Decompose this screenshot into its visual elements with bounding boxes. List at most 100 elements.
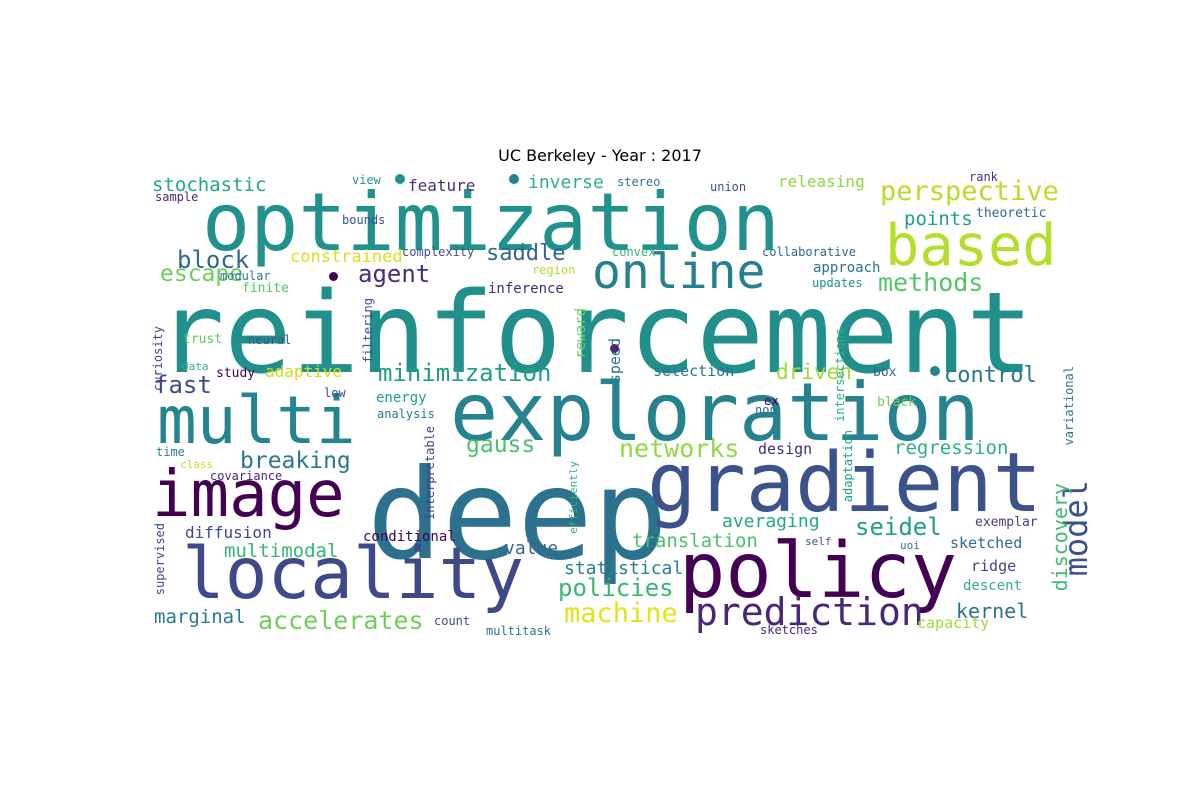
word-driven: driven bbox=[776, 360, 852, 384]
word-multi: multi bbox=[157, 382, 356, 459]
word-approach: approach bbox=[813, 260, 881, 276]
word-sample: sample bbox=[155, 190, 199, 204]
word-statistical: statistical bbox=[564, 558, 684, 579]
word-locality: locality bbox=[182, 532, 524, 615]
word-selection: selection bbox=[653, 362, 735, 380]
dot-mark bbox=[509, 174, 519, 184]
word-machine: machine bbox=[564, 598, 678, 629]
word-energy: energy bbox=[376, 390, 427, 406]
word-reward: reward bbox=[573, 308, 589, 359]
word-perspective: perspective bbox=[880, 176, 1059, 207]
word-breaking: breaking bbox=[240, 448, 351, 474]
word-trust: trust bbox=[183, 332, 223, 347]
word-adaptive: adaptive bbox=[265, 362, 343, 381]
word-constrained: constrained bbox=[290, 247, 403, 267]
word-points: points bbox=[904, 208, 973, 230]
word-prediction: prediction bbox=[695, 590, 924, 634]
word-minimization: minimization bbox=[378, 359, 552, 387]
word-inverse: inverse bbox=[528, 172, 604, 193]
word-descent: descent bbox=[963, 578, 1023, 594]
word-stereo: stereo bbox=[617, 175, 661, 189]
word-box: box bbox=[873, 365, 897, 380]
word-based: based bbox=[885, 213, 1057, 279]
word-bounds: bounds bbox=[342, 213, 386, 227]
word-covariance: covariance bbox=[210, 469, 283, 483]
dot-mark bbox=[930, 366, 940, 376]
word-complexity: complexity bbox=[402, 245, 475, 259]
word-class: class bbox=[180, 458, 214, 471]
word-region: region bbox=[532, 263, 576, 277]
word-data: data bbox=[182, 360, 209, 373]
word-networks: networks bbox=[619, 434, 740, 463]
word-ex: ex bbox=[764, 394, 779, 408]
word-image: image bbox=[152, 458, 345, 532]
word-online: online bbox=[592, 244, 766, 300]
word-black: black bbox=[877, 395, 917, 410]
word-conditional: conditional bbox=[363, 529, 456, 545]
word-seidel: seidel bbox=[855, 513, 942, 541]
word-modular: modular bbox=[220, 269, 271, 283]
word-reinforcement: reinforcement bbox=[157, 269, 1034, 399]
word-marginal: marginal bbox=[154, 606, 246, 628]
word-diffusion: diffusion bbox=[185, 523, 272, 542]
word-multitask: multitask bbox=[486, 624, 552, 638]
word-non: non bbox=[755, 403, 777, 417]
word-supervised: supervised bbox=[153, 523, 167, 596]
word-filtering: filtering bbox=[361, 298, 375, 364]
word-escape: escape bbox=[160, 261, 244, 287]
word-adaptation: adaptation bbox=[841, 430, 855, 503]
word-agent: agent bbox=[358, 260, 431, 288]
word-variational: variational bbox=[1062, 366, 1076, 446]
word-multimodal: multimodal bbox=[224, 540, 339, 562]
word-sketches: sketches bbox=[760, 623, 818, 637]
word-value: value bbox=[504, 538, 559, 559]
word-curiosity: curiosity bbox=[151, 326, 165, 392]
word-neural: neural bbox=[248, 333, 292, 347]
word-fast: fast bbox=[154, 371, 212, 399]
word-convex: convex bbox=[612, 245, 656, 259]
word-accelerates: accelerates bbox=[258, 606, 424, 635]
word-cloud: reinforcement deep optimization exploration… bbox=[151, 168, 1095, 638]
word-releasing: releasing bbox=[778, 172, 865, 191]
word-study: study bbox=[216, 366, 256, 381]
word-averaging: averaging bbox=[722, 511, 820, 532]
word-design: design bbox=[758, 440, 813, 458]
word-gradient: gradient bbox=[647, 436, 1042, 531]
word-low: low bbox=[324, 386, 346, 400]
word-view: view bbox=[352, 173, 381, 187]
word-exploration: exploration bbox=[450, 366, 980, 459]
word-analysis: analysis bbox=[377, 407, 435, 421]
word-optimization: optimization bbox=[202, 176, 780, 269]
dot-mark bbox=[329, 272, 338, 281]
word-deep: deep bbox=[367, 443, 669, 588]
word-saddle: saddle bbox=[486, 241, 566, 266]
word-theoretic: theoretic bbox=[976, 206, 1047, 221]
dot-mark bbox=[395, 174, 405, 184]
word-feature: feature bbox=[408, 176, 476, 195]
word-union: union bbox=[710, 180, 747, 194]
word-efficiently: efficiently bbox=[567, 461, 580, 534]
word-regression: regression bbox=[894, 437, 1009, 459]
word-policies: policies bbox=[558, 574, 674, 602]
word-gauss: gauss bbox=[466, 432, 536, 458]
word-block: block bbox=[177, 246, 250, 274]
word-rank: rank bbox=[969, 170, 998, 184]
word-methods: methods bbox=[878, 268, 984, 297]
word-policy: policy bbox=[679, 527, 958, 616]
word-finite: finite bbox=[242, 281, 289, 296]
word-self: self bbox=[805, 535, 832, 548]
word-interpretable: interpretable bbox=[423, 426, 437, 520]
word-time: time bbox=[156, 445, 185, 459]
word-discovery: discovery bbox=[1048, 483, 1072, 592]
word-uoi: uoi bbox=[900, 539, 920, 552]
word-exemplar: exemplar bbox=[975, 515, 1038, 530]
word-stochastic: stochastic bbox=[152, 174, 267, 196]
word-sketched: sketched bbox=[950, 534, 1023, 552]
word-collaborative: collaborative bbox=[762, 245, 856, 259]
word-inference: inference bbox=[488, 281, 564, 297]
word-count: count bbox=[434, 614, 471, 628]
word-intersections: intersections bbox=[833, 328, 847, 422]
word-translation: translation bbox=[632, 530, 758, 552]
word-updates: updates bbox=[812, 276, 863, 290]
dot-mark bbox=[610, 344, 619, 353]
